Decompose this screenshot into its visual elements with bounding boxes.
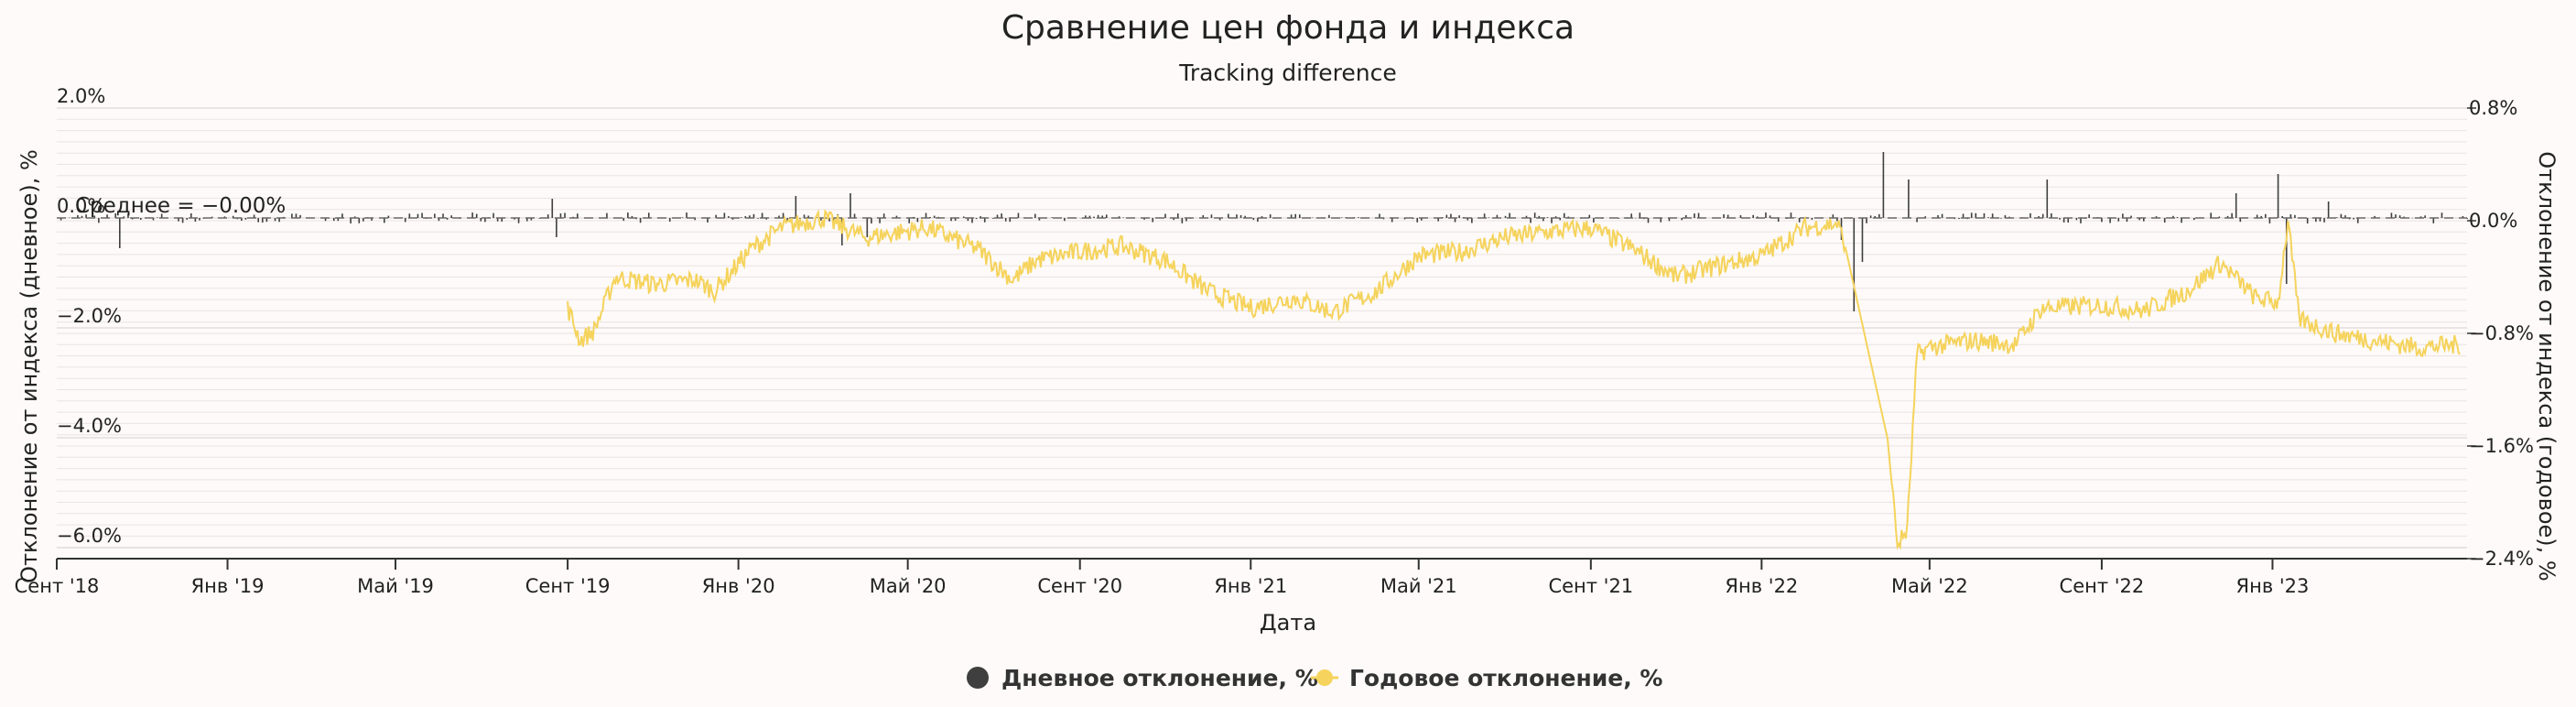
legend-annual-label: Годовое отклонение, % bbox=[1349, 665, 1662, 691]
legend: Дневное отклонение, % Годовое отклонение… bbox=[967, 665, 1662, 691]
mean-label: Среднее = −0.00% bbox=[75, 194, 286, 218]
y-left-tick-label: −2.0% bbox=[57, 305, 122, 327]
x-tick-label: Май '21 bbox=[1380, 575, 1457, 597]
x-tick-label: Сент '21 bbox=[1548, 575, 1633, 597]
x-tick-label: Май '22 bbox=[1891, 575, 1968, 597]
y-axis-right-label: Отклонение от индекса (годовое), % bbox=[2534, 151, 2560, 581]
y-left-tick-label: −6.0% bbox=[57, 525, 122, 547]
x-tick-label: Сент '22 bbox=[2060, 575, 2145, 597]
x-tick-label: Янв '23 bbox=[2236, 575, 2310, 597]
x-tick-label: Май '19 bbox=[357, 575, 434, 597]
legend-annual-marker bbox=[1316, 669, 1333, 686]
y-right-tick-label: −0.8% bbox=[2469, 322, 2534, 344]
x-axis-label: Дата bbox=[1260, 610, 1316, 636]
legend-daily-label: Дневное отклонение, % bbox=[1001, 665, 1318, 691]
y-left-tick-label: −4.0% bbox=[57, 415, 122, 437]
y-right-tick-label: 0.8% bbox=[2469, 97, 2517, 119]
y-right-tick-label: 0.0% bbox=[2469, 210, 2517, 232]
y-right-tick-label: −2.4% bbox=[2469, 548, 2534, 570]
x-tick-label: Янв '20 bbox=[702, 575, 775, 597]
legend-daily-marker bbox=[967, 667, 989, 689]
x-tick-label: Янв '21 bbox=[1214, 575, 1287, 597]
y-right-tick-label: −1.6% bbox=[2469, 435, 2534, 457]
annual-deviation-series bbox=[567, 209, 2461, 550]
y-axis-left-label: Отклонение от индекса (дневное), % bbox=[16, 149, 42, 583]
x-tick-label: Сент '18 bbox=[15, 575, 100, 597]
chart-subtitle: Tracking difference bbox=[1178, 60, 1397, 86]
x-tick-label: Сент '20 bbox=[1037, 575, 1122, 597]
x-tick-label: Май '20 bbox=[870, 575, 947, 597]
x-tick-label: Янв '22 bbox=[1725, 575, 1798, 597]
chart-title: Сравнение цен фонда и индекса bbox=[1001, 9, 1575, 47]
x-tick-label: Янв '19 bbox=[191, 575, 265, 597]
y-axis-right: 0.8% 0.0% −0.8% −1.6% −2.4% bbox=[2467, 97, 2534, 570]
legend-item-daily[interactable]: Дневное отклонение, % bbox=[967, 665, 1318, 691]
x-axis: Сент '18 Янв '19 Май '19 Сент '19 Янв '20 Май… bbox=[15, 558, 2467, 597]
grid bbox=[57, 107, 2467, 560]
y-left-tick-label: 2.0% bbox=[57, 85, 105, 107]
legend-item-annual[interactable]: Годовое отклонение, % bbox=[1311, 665, 1662, 691]
x-tick-label: Сент '19 bbox=[525, 575, 611, 597]
y-left-tick-label: 0.0% bbox=[57, 195, 105, 217]
y-axis-left: 2.0% 0.0% −2.0% −4.0% −6.0% bbox=[57, 85, 122, 547]
